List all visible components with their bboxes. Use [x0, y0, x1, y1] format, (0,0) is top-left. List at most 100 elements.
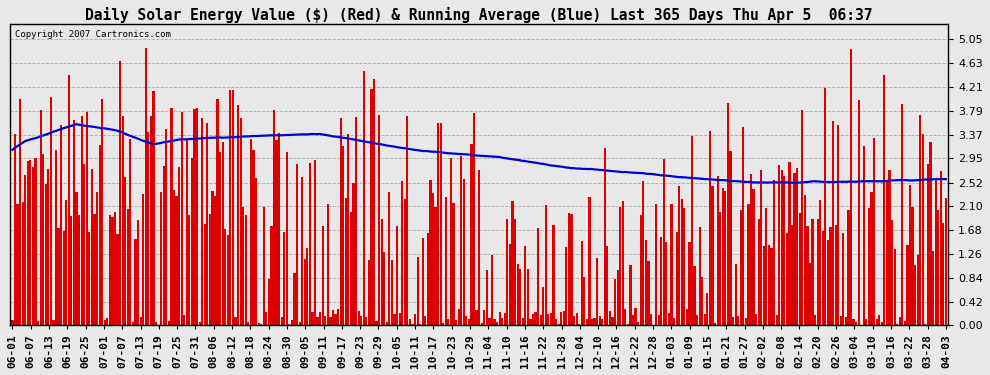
- Bar: [596, 258, 598, 325]
- Bar: [891, 220, 893, 325]
- Bar: [762, 246, 765, 325]
- Bar: [337, 309, 340, 325]
- Bar: [599, 316, 601, 325]
- Bar: [499, 312, 501, 325]
- Bar: [649, 315, 652, 325]
- Bar: [857, 100, 859, 325]
- Bar: [714, 322, 716, 325]
- Bar: [514, 219, 516, 325]
- Bar: [875, 320, 878, 325]
- Bar: [152, 91, 154, 325]
- Bar: [43, 154, 45, 325]
- Bar: [932, 251, 935, 325]
- Bar: [248, 322, 249, 325]
- Bar: [240, 118, 242, 325]
- Bar: [388, 192, 390, 325]
- Bar: [104, 320, 106, 325]
- Bar: [640, 215, 642, 325]
- Bar: [373, 79, 375, 325]
- Bar: [632, 315, 635, 325]
- Bar: [193, 109, 196, 325]
- Bar: [52, 321, 54, 325]
- Bar: [468, 319, 470, 325]
- Bar: [27, 161, 29, 325]
- Bar: [778, 165, 780, 325]
- Bar: [738, 316, 740, 325]
- Bar: [678, 186, 680, 325]
- Bar: [896, 324, 898, 325]
- Bar: [317, 317, 319, 325]
- Bar: [927, 164, 929, 325]
- Bar: [445, 197, 446, 325]
- Bar: [296, 164, 298, 325]
- Bar: [312, 312, 314, 325]
- Bar: [547, 314, 549, 325]
- Bar: [319, 312, 321, 325]
- Bar: [657, 315, 659, 325]
- Bar: [504, 313, 506, 325]
- Bar: [819, 200, 822, 325]
- Bar: [693, 266, 696, 325]
- Bar: [393, 314, 396, 325]
- Bar: [280, 317, 283, 325]
- Bar: [335, 314, 337, 325]
- Bar: [267, 279, 270, 325]
- Bar: [627, 324, 629, 325]
- Bar: [54, 150, 57, 325]
- Bar: [604, 148, 606, 325]
- Bar: [17, 204, 19, 325]
- Bar: [430, 180, 432, 325]
- Bar: [249, 139, 252, 325]
- Bar: [652, 324, 654, 325]
- Bar: [462, 179, 465, 325]
- Bar: [881, 322, 883, 325]
- Bar: [801, 110, 803, 325]
- Bar: [270, 226, 272, 325]
- Bar: [386, 322, 388, 325]
- Bar: [452, 203, 454, 325]
- Bar: [80, 116, 83, 325]
- Bar: [383, 252, 385, 325]
- Bar: [206, 123, 209, 325]
- Bar: [617, 270, 619, 325]
- Bar: [549, 314, 552, 325]
- Bar: [232, 90, 234, 325]
- Bar: [460, 156, 462, 325]
- Bar: [838, 125, 840, 325]
- Bar: [635, 308, 637, 325]
- Bar: [925, 324, 927, 325]
- Bar: [309, 163, 311, 325]
- Bar: [647, 261, 649, 325]
- Bar: [552, 225, 554, 325]
- Bar: [886, 182, 888, 325]
- Bar: [686, 309, 688, 325]
- Bar: [555, 319, 557, 325]
- Bar: [404, 200, 406, 325]
- Bar: [340, 118, 342, 325]
- Bar: [644, 240, 646, 325]
- Bar: [243, 207, 245, 325]
- Bar: [86, 112, 88, 325]
- Bar: [712, 186, 714, 325]
- Bar: [155, 322, 157, 325]
- Bar: [235, 317, 237, 325]
- Bar: [912, 207, 914, 325]
- Bar: [447, 319, 449, 325]
- Bar: [332, 309, 334, 325]
- Bar: [14, 135, 16, 325]
- Bar: [324, 316, 327, 325]
- Bar: [757, 219, 759, 325]
- Bar: [630, 265, 632, 325]
- Bar: [588, 197, 590, 325]
- Bar: [517, 264, 519, 325]
- Bar: [662, 159, 665, 325]
- Bar: [217, 99, 219, 325]
- Bar: [457, 309, 459, 325]
- Bar: [775, 315, 778, 325]
- Bar: [443, 323, 445, 325]
- Bar: [783, 176, 785, 325]
- Bar: [901, 104, 904, 325]
- Bar: [149, 116, 152, 325]
- Bar: [673, 318, 675, 325]
- Bar: [211, 191, 214, 325]
